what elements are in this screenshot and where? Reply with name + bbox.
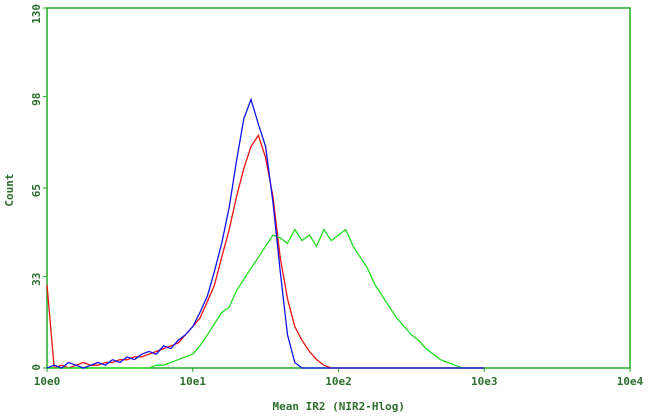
y-tick-label: 130 [30,4,43,24]
y-tick-label: 0 [30,364,43,371]
x-tick-label: 10e2 [325,375,352,388]
plot-frame [46,7,631,369]
x-tick-label: 10e4 [617,375,644,388]
histogram-line [47,228,485,369]
x-tick-label: 10e1 [180,375,207,388]
histogram-line [46,97,485,369]
y-tick-label: 33 [30,273,43,286]
y-axis-label: Count [3,173,16,206]
histogram-line [46,133,485,369]
y-tick-label: 98 [30,93,43,106]
x-tick-label: 10e0 [34,375,61,388]
x-tick-label: 10e3 [471,375,498,388]
x-axis-label: Mean IR2 (NIR2-Hlog) [273,400,405,413]
y-tick-label: 65 [30,184,43,197]
